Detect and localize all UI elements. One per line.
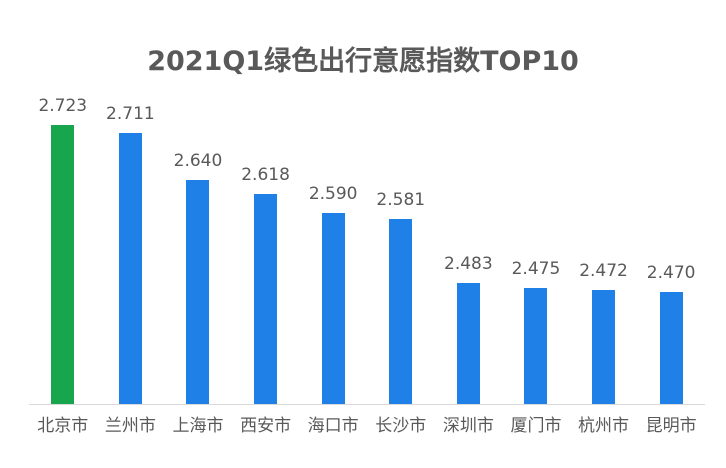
bar-group: 2.472 xyxy=(570,74,638,404)
bar-group: 2.711 xyxy=(97,74,165,404)
bar-value-label: 2.723 xyxy=(38,96,88,116)
x-axis-label: 西安市 xyxy=(240,416,292,436)
x-axis-label: 厦门市 xyxy=(510,416,562,436)
x-axis-label: 深圳市 xyxy=(442,416,494,436)
x-axis-label: 长沙市 xyxy=(375,416,427,436)
bar xyxy=(321,213,345,404)
bars-row: 2.723 2.711 2.640 2.618 2.590 2.581 2.483 2.475… xyxy=(29,74,705,404)
bar-value-label: 2.590 xyxy=(308,184,358,204)
x-axis-labels: 北京市 兰州市 上海市 西安市 海口市 长沙市 深圳市 厦门市 杭州市 昆明市 xyxy=(29,405,705,435)
x-axis-label: 昆明市 xyxy=(645,416,697,436)
x-axis-label: 北京市 xyxy=(37,416,89,436)
x-axis-label: 杭州市 xyxy=(578,416,630,436)
bar-group: 2.483 xyxy=(435,74,503,404)
bar xyxy=(659,292,683,404)
bar-group: 2.640 xyxy=(164,74,232,404)
bar xyxy=(456,283,480,404)
x-axis-label: 兰州市 xyxy=(104,416,156,436)
bar-group: 2.581 xyxy=(367,74,435,404)
bar-value-label: 2.711 xyxy=(106,104,155,124)
chart-title: 2021Q1绿色出行意愿指数TOP10 xyxy=(147,46,579,77)
bar xyxy=(592,290,616,404)
bar xyxy=(118,133,142,404)
bar xyxy=(51,125,75,404)
bar-group: 2.723 xyxy=(29,74,97,404)
bar xyxy=(389,219,413,404)
bar-group: 2.590 xyxy=(299,74,367,404)
bar-value-label: 2.472 xyxy=(579,261,628,281)
x-axis-label: 上海市 xyxy=(172,416,224,436)
bar-group: 2.475 xyxy=(502,74,570,404)
bar xyxy=(254,194,278,404)
plot-area: 2.723 2.711 2.640 2.618 2.590 2.581 2.483 2.475… xyxy=(29,74,705,405)
bar-value-label: 2.475 xyxy=(511,259,561,279)
bar-group: 2.618 xyxy=(232,74,300,404)
bar-value-label: 2.618 xyxy=(241,165,290,185)
bar-value-label: 2.581 xyxy=(376,190,426,210)
x-axis-label: 海口市 xyxy=(307,416,359,436)
bar-value-label: 2.483 xyxy=(444,254,493,274)
bar xyxy=(524,288,548,404)
bar xyxy=(186,180,210,404)
bar-value-label: 2.640 xyxy=(173,151,223,171)
bar-group: 2.470 xyxy=(637,74,705,404)
bar-value-label: 2.470 xyxy=(646,263,696,283)
